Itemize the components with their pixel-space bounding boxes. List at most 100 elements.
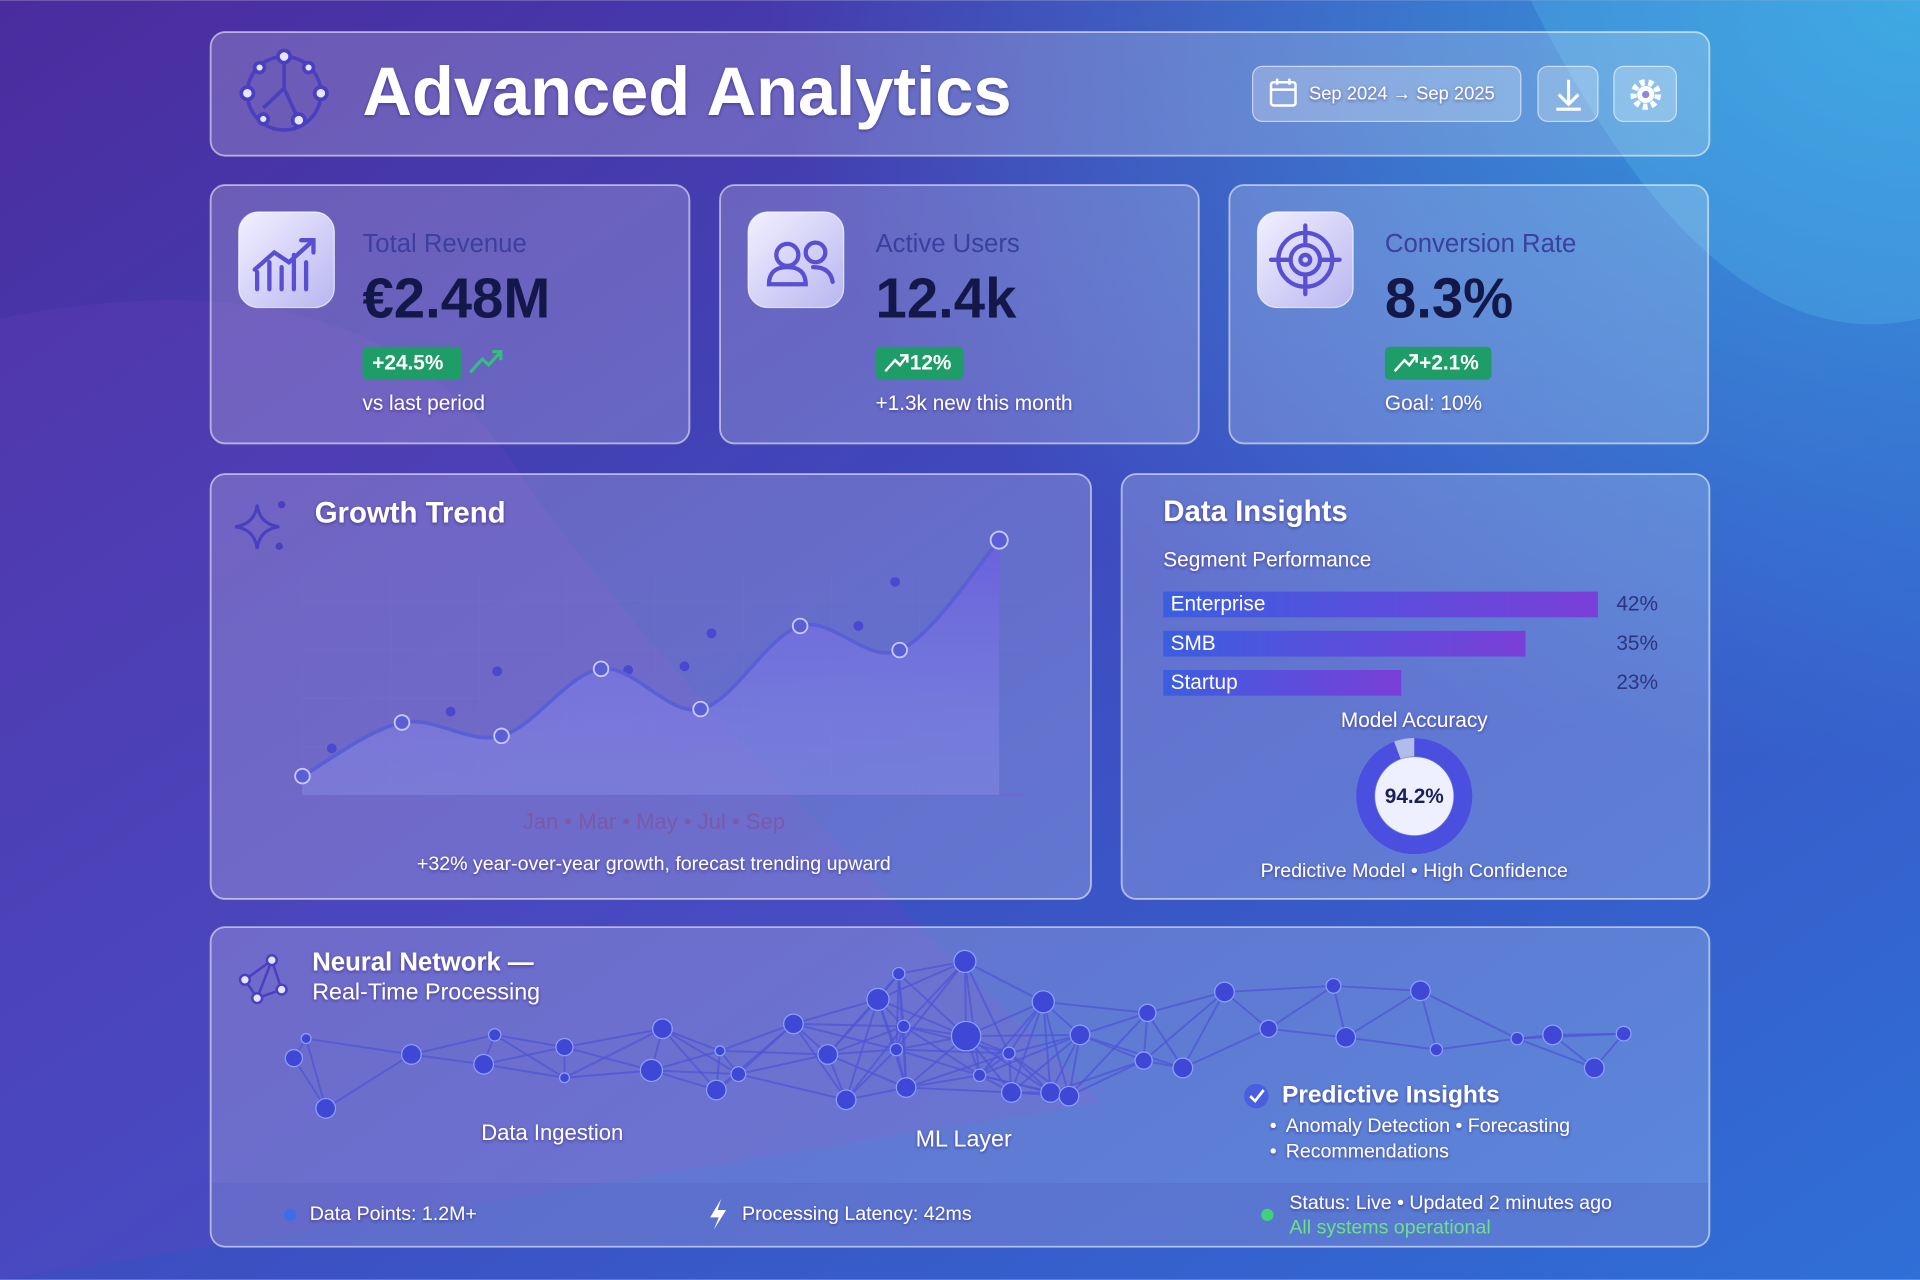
segment-bar [1163, 630, 1526, 657]
network-node [705, 1079, 727, 1101]
network-node [1002, 1046, 1016, 1060]
growth-point [493, 727, 510, 745]
network-node [1031, 990, 1055, 1014]
kpi-value: 8.3% [1385, 267, 1513, 330]
network-node [1058, 1085, 1080, 1107]
latency: Processing Latency: 42ms [742, 1203, 972, 1225]
network-node [1214, 981, 1235, 1003]
network-node [1138, 1003, 1157, 1023]
growth-point [989, 530, 1009, 550]
network-edge [305, 1037, 412, 1056]
network-edge [325, 1053, 412, 1110]
stage-label: Data Ingestion [481, 1120, 623, 1145]
check-mark [1249, 1089, 1265, 1104]
header-panel [209, 31, 1711, 157]
insight-item: Recommendations [1286, 1141, 1449, 1163]
kpi-badge [875, 346, 964, 380]
network-node [1615, 1025, 1632, 1042]
network-edge [898, 972, 967, 1037]
network-edge [564, 1069, 652, 1079]
network-edge [1042, 1001, 1052, 1093]
network-node [652, 1018, 673, 1040]
segment-label: SMB [1171, 632, 1216, 655]
segment-value: 35% [1616, 632, 1658, 655]
kpi-label: Conversion Rate [1385, 230, 1576, 258]
network-edge [1333, 984, 1421, 992]
network-edge [1552, 1032, 1624, 1036]
network-edge [1079, 1033, 1184, 1069]
network-node [300, 1033, 312, 1045]
kpi-change: +2.1% [1419, 351, 1479, 374]
network-edge [905, 1074, 980, 1089]
network-edge [411, 1033, 495, 1056]
network-edge [1345, 989, 1421, 1039]
download-icon [1556, 79, 1581, 111]
growth-point [692, 700, 709, 718]
segment-label: Startup [1171, 671, 1238, 694]
network-node [1134, 1051, 1153, 1070]
network-edge [845, 1048, 898, 1101]
date-range-button[interactable] [1252, 65, 1522, 123]
trend-arrow [469, 350, 503, 374]
background-wave [1530, 0, 1920, 325]
growth-point [294, 767, 311, 785]
kpi-note: Goal: 10% [1385, 392, 1482, 415]
forecast-dots [326, 576, 900, 754]
network-edge [897, 973, 905, 1027]
network-edge [845, 1025, 905, 1101]
trend-arrow [884, 354, 909, 373]
network-edge [651, 1049, 721, 1072]
network-edge [738, 1073, 847, 1101]
network-node [714, 1045, 726, 1057]
network-node [730, 1066, 747, 1083]
network-edge [1049, 1034, 1081, 1093]
network-edge [719, 1049, 828, 1056]
network-edge [1068, 1059, 1145, 1098]
network-edge [483, 1046, 565, 1066]
network-edge [661, 1028, 718, 1091]
network-node [1069, 1024, 1091, 1046]
network-edge [1419, 989, 1518, 1040]
network-node [783, 1013, 804, 1035]
network-edge [1068, 1012, 1149, 1097]
network-edge [895, 973, 900, 1050]
segment-value: 23% [1616, 671, 1658, 694]
network-node [1259, 1019, 1278, 1038]
network-node [401, 1044, 422, 1065]
network-edge [411, 1053, 484, 1066]
network-node [1542, 1024, 1564, 1046]
network-edge [906, 1086, 1012, 1094]
network-edge [1268, 985, 1335, 1030]
network-edge [793, 998, 879, 1025]
kpi-value: €2.48M [362, 267, 550, 330]
growth-point [791, 617, 809, 635]
donut-center [1375, 756, 1454, 836]
kpi-icon-box [1256, 211, 1354, 309]
growth-point [891, 641, 908, 659]
network-panel [209, 926, 1711, 1248]
network-edge [895, 960, 966, 1051]
network-node [1583, 1057, 1605, 1079]
donut-arc [1356, 737, 1473, 855]
trend-arrow [1393, 354, 1418, 373]
network-subtitle: Real-Time Processing [312, 978, 540, 1004]
network-edge [964, 960, 1044, 1003]
network-node [866, 987, 890, 1012]
network-edge [1436, 1037, 1518, 1051]
network-node [895, 1077, 917, 1098]
bolt-icon [710, 1198, 727, 1230]
network-edge [979, 1033, 1081, 1077]
network-node [315, 1097, 337, 1119]
network-node [558, 1072, 570, 1084]
network-edge [494, 1034, 566, 1079]
insights-subtitle: Segment Performance [1163, 549, 1371, 572]
kpi-icon [252, 238, 316, 292]
network-edge [1043, 1000, 1148, 1014]
date-range-text: Sep 2024 → Sep 2025 [1309, 82, 1495, 103]
insights-panel [1120, 473, 1711, 900]
network-edge [1181, 991, 1226, 1069]
network-edge [564, 1046, 652, 1072]
network-node [555, 1037, 574, 1057]
network-edge [1010, 1001, 1045, 1093]
